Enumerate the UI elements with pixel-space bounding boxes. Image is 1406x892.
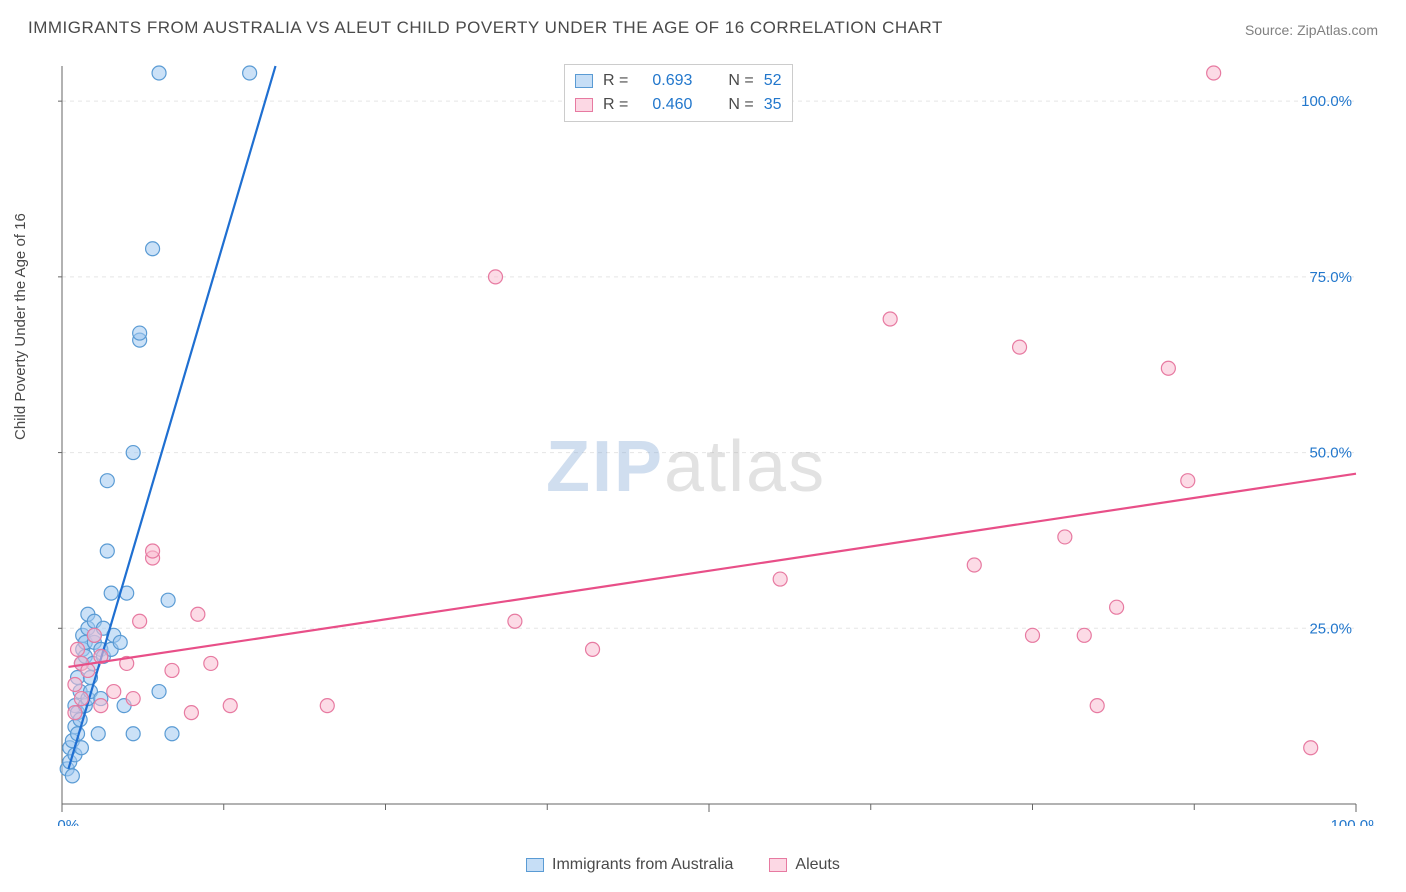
y-tick-label: 75.0% (1309, 269, 1352, 286)
data-point (1090, 699, 1104, 713)
legend-swatch (575, 98, 593, 112)
legend-swatch (575, 74, 593, 88)
chart-area: 25.0%50.0%75.0%100.0%0.0%100.0% ZIPatlas… (56, 56, 1374, 826)
data-point (152, 685, 166, 699)
data-point (113, 635, 127, 649)
legend-swatch (769, 858, 787, 872)
data-point (488, 270, 502, 284)
y-tick-label: 25.0% (1309, 620, 1352, 637)
correlation-legend: R = 0.693 N = 52 R = 0.460 N = 35 (564, 64, 793, 122)
source-label: Source: (1245, 22, 1293, 38)
data-point (773, 572, 787, 586)
scatter-plot: 25.0% 50.0% 75.0% 100.0% 0.0% 100.0% (56, 56, 1374, 826)
data-point (1181, 474, 1195, 488)
data-point (223, 699, 237, 713)
y-axis-title: Child Poverty Under the Age of 16 (12, 213, 29, 440)
data-point (91, 727, 105, 741)
legend-r-label: R = (603, 72, 628, 90)
data-point (1161, 361, 1175, 375)
data-point (967, 558, 981, 572)
legend-item: Aleuts (769, 856, 839, 874)
data-point (126, 446, 140, 460)
legend-r-value: 0.693 (652, 72, 692, 90)
legend-label: Immigrants from Australia (552, 856, 733, 874)
legend-row: R = 0.693 N = 52 (575, 69, 782, 93)
y-tick-label: 100.0% (1301, 93, 1352, 110)
legend-n-label: N = (728, 96, 753, 114)
data-point (68, 678, 82, 692)
data-point (1013, 340, 1027, 354)
data-point (152, 66, 166, 80)
data-point (586, 642, 600, 656)
data-point (243, 66, 257, 80)
data-point (65, 769, 79, 783)
data-point (107, 685, 121, 699)
data-point (87, 628, 101, 642)
legend-r-label: R = (603, 96, 628, 114)
data-point (161, 593, 175, 607)
data-point (146, 242, 160, 256)
data-point (883, 312, 897, 326)
data-point (146, 544, 160, 558)
legend-item: Immigrants from Australia (526, 856, 733, 874)
legend-row: R = 0.460 N = 35 (575, 93, 782, 117)
data-point (1058, 530, 1072, 544)
data-point (1026, 628, 1040, 642)
legend-label: Aleuts (795, 856, 839, 874)
data-point (126, 727, 140, 741)
legend-n-value: 35 (764, 96, 782, 114)
legend-swatch (526, 858, 544, 872)
data-point (1110, 600, 1124, 614)
data-point (104, 586, 118, 600)
data-point (100, 474, 114, 488)
data-point (94, 699, 108, 713)
data-point (320, 699, 334, 713)
chart-title: IMMIGRANTS FROM AUSTRALIA VS ALEUT CHILD… (28, 18, 943, 38)
y-tick-label: 50.0% (1309, 445, 1352, 462)
data-point (165, 663, 179, 677)
data-point (1077, 628, 1091, 642)
legend-n-label: N = (728, 72, 753, 90)
data-point (126, 692, 140, 706)
data-point (184, 706, 198, 720)
legend-r-value: 0.460 (652, 96, 692, 114)
data-point (1207, 66, 1221, 80)
data-point (133, 326, 147, 340)
trend-line (68, 474, 1356, 667)
x-tick-label: 0.0% (56, 817, 79, 826)
data-point (74, 692, 88, 706)
series-legend: Immigrants from Australia Aleuts (526, 856, 840, 874)
source-value: ZipAtlas.com (1297, 22, 1378, 38)
source-attribution: Source: ZipAtlas.com (1245, 22, 1378, 38)
data-point (508, 614, 522, 628)
data-point (165, 727, 179, 741)
data-point (204, 656, 218, 670)
data-point (68, 706, 82, 720)
data-point (133, 614, 147, 628)
x-tick-label: 100.0% (1331, 817, 1374, 826)
data-point (1304, 741, 1318, 755)
data-point (71, 642, 85, 656)
data-point (191, 607, 205, 621)
legend-n-value: 52 (764, 72, 782, 90)
data-point (100, 544, 114, 558)
